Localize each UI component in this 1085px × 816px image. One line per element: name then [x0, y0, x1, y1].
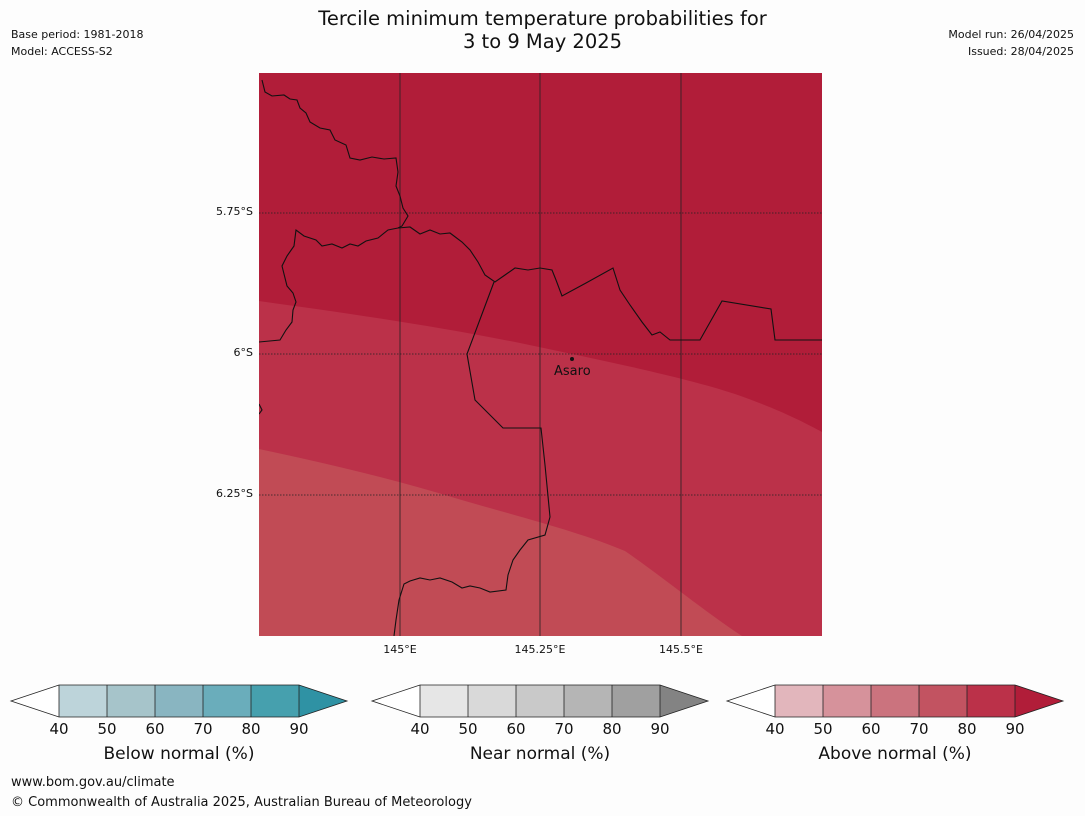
title-line-1: Tercile minimum temperature probabilitie… — [318, 7, 767, 30]
map-title: Tercile minimum temperature probabilitie… — [0, 7, 1085, 53]
tick-80: 80 — [602, 720, 622, 738]
colorbar-upper-extension — [299, 685, 347, 717]
lat-label-6-25s: 6.25°S — [216, 487, 253, 500]
tick-50: 50 — [97, 720, 117, 738]
border-west-fragment — [259, 403, 263, 415]
border-east-ridge — [397, 226, 822, 341]
colorbar-lower-extension — [11, 685, 59, 717]
base-period: Base period: 1981-2018 — [11, 28, 144, 41]
colorbar-segment — [564, 685, 612, 717]
legend-title-below: Below normal (%) — [103, 744, 255, 764]
tick-80: 80 — [241, 720, 261, 738]
colorbar-segment — [203, 685, 251, 717]
lat-label-5-75s: 5.75°S — [216, 205, 253, 218]
colorbar-segment — [468, 685, 516, 717]
colorbar-ticks-near: 40 50 60 70 80 90 — [372, 720, 708, 740]
border-northwest — [261, 79, 409, 229]
colorbar-ticks-below: 40 50 60 70 80 90 — [11, 720, 347, 740]
colorbar-lower-extension — [372, 685, 420, 717]
metadata-right: Model run: 26/04/2025 Issued: 28/04/2025 — [948, 26, 1074, 60]
colorbar-upper-extension — [660, 685, 708, 717]
colorbar-segment — [59, 685, 107, 717]
tick-90: 90 — [1005, 720, 1025, 738]
colorbar-segment — [919, 685, 967, 717]
legend-near-normal: 40 50 60 70 80 90 Near normal (%) — [370, 684, 710, 764]
tick-70: 70 — [193, 720, 213, 738]
colorbar-segment — [516, 685, 564, 717]
tick-70: 70 — [554, 720, 574, 738]
colorbar-upper-extension — [1015, 685, 1063, 717]
map-area — [259, 73, 822, 636]
colorbar-segment — [967, 685, 1015, 717]
tick-90: 90 — [650, 720, 670, 738]
lon-label-145-25e: 145.25°E — [514, 643, 566, 656]
colorbar-above-normal — [725, 684, 1065, 718]
border-central-north — [259, 227, 399, 343]
tick-60: 60 — [861, 720, 881, 738]
tick-50: 50 — [458, 720, 478, 738]
title-line-2: 3 to 9 May 2025 — [462, 30, 623, 53]
tick-70: 70 — [909, 720, 929, 738]
tick-40: 40 — [410, 720, 430, 738]
colorbar-outline — [9, 684, 349, 718]
tick-90: 90 — [289, 720, 309, 738]
colorbar-segment — [155, 685, 203, 717]
metadata-left: Base period: 1981-2018 Model: ACCESS-S2 — [11, 26, 143, 60]
asaro-marker — [570, 357, 574, 361]
graticule — [259, 73, 822, 636]
tick-40: 40 — [49, 720, 69, 738]
place-label-asaro: Asaro — [554, 364, 591, 379]
colorbar-ticks-above: 40 50 60 70 80 90 — [727, 720, 1063, 740]
tick-50: 50 — [813, 720, 833, 738]
footer-copyright: © Commonwealth of Australia 2025, Austra… — [11, 795, 472, 810]
tick-60: 60 — [506, 720, 526, 738]
colorbar-segment — [107, 685, 155, 717]
province-borders — [259, 79, 822, 636]
tick-80: 80 — [957, 720, 977, 738]
model-run: Model run: 26/04/2025 — [948, 28, 1074, 41]
band-70-percent — [259, 449, 742, 636]
lon-label-145-5e: 145.5°E — [659, 643, 703, 656]
lon-label-145e: 145°E — [383, 643, 417, 656]
legend-title-near: Near normal (%) — [469, 744, 611, 764]
footer-url: www.bom.gov.au/climate — [11, 775, 175, 790]
colorbar-outline — [725, 684, 1065, 718]
legend-title-above: Above normal (%) — [818, 744, 972, 764]
legend-below-normal: 40 50 60 70 80 90 Below normal (%) — [9, 684, 349, 764]
border-south-divide — [393, 281, 551, 636]
tick-40: 40 — [765, 720, 785, 738]
colorbar-segment — [823, 685, 871, 717]
colorbar-segment — [612, 685, 660, 717]
colorbar-segment — [775, 685, 823, 717]
legend-above-normal: 40 50 60 70 80 90 Above normal (%) — [725, 684, 1065, 764]
lat-label-6s: 6°S — [233, 346, 253, 359]
issued-date: Issued: 28/04/2025 — [967, 45, 1074, 58]
tick-60: 60 — [145, 720, 165, 738]
colorbar-segment — [420, 685, 468, 717]
model-name: Model: ACCESS-S2 — [11, 45, 113, 58]
colorbar-segment — [871, 685, 919, 717]
colorbar-segment — [251, 685, 299, 717]
colorbar-below-normal — [9, 684, 349, 718]
colorbar-lower-extension — [727, 685, 775, 717]
colorbar-near-normal — [370, 684, 710, 718]
colorbar-outline — [370, 684, 710, 718]
